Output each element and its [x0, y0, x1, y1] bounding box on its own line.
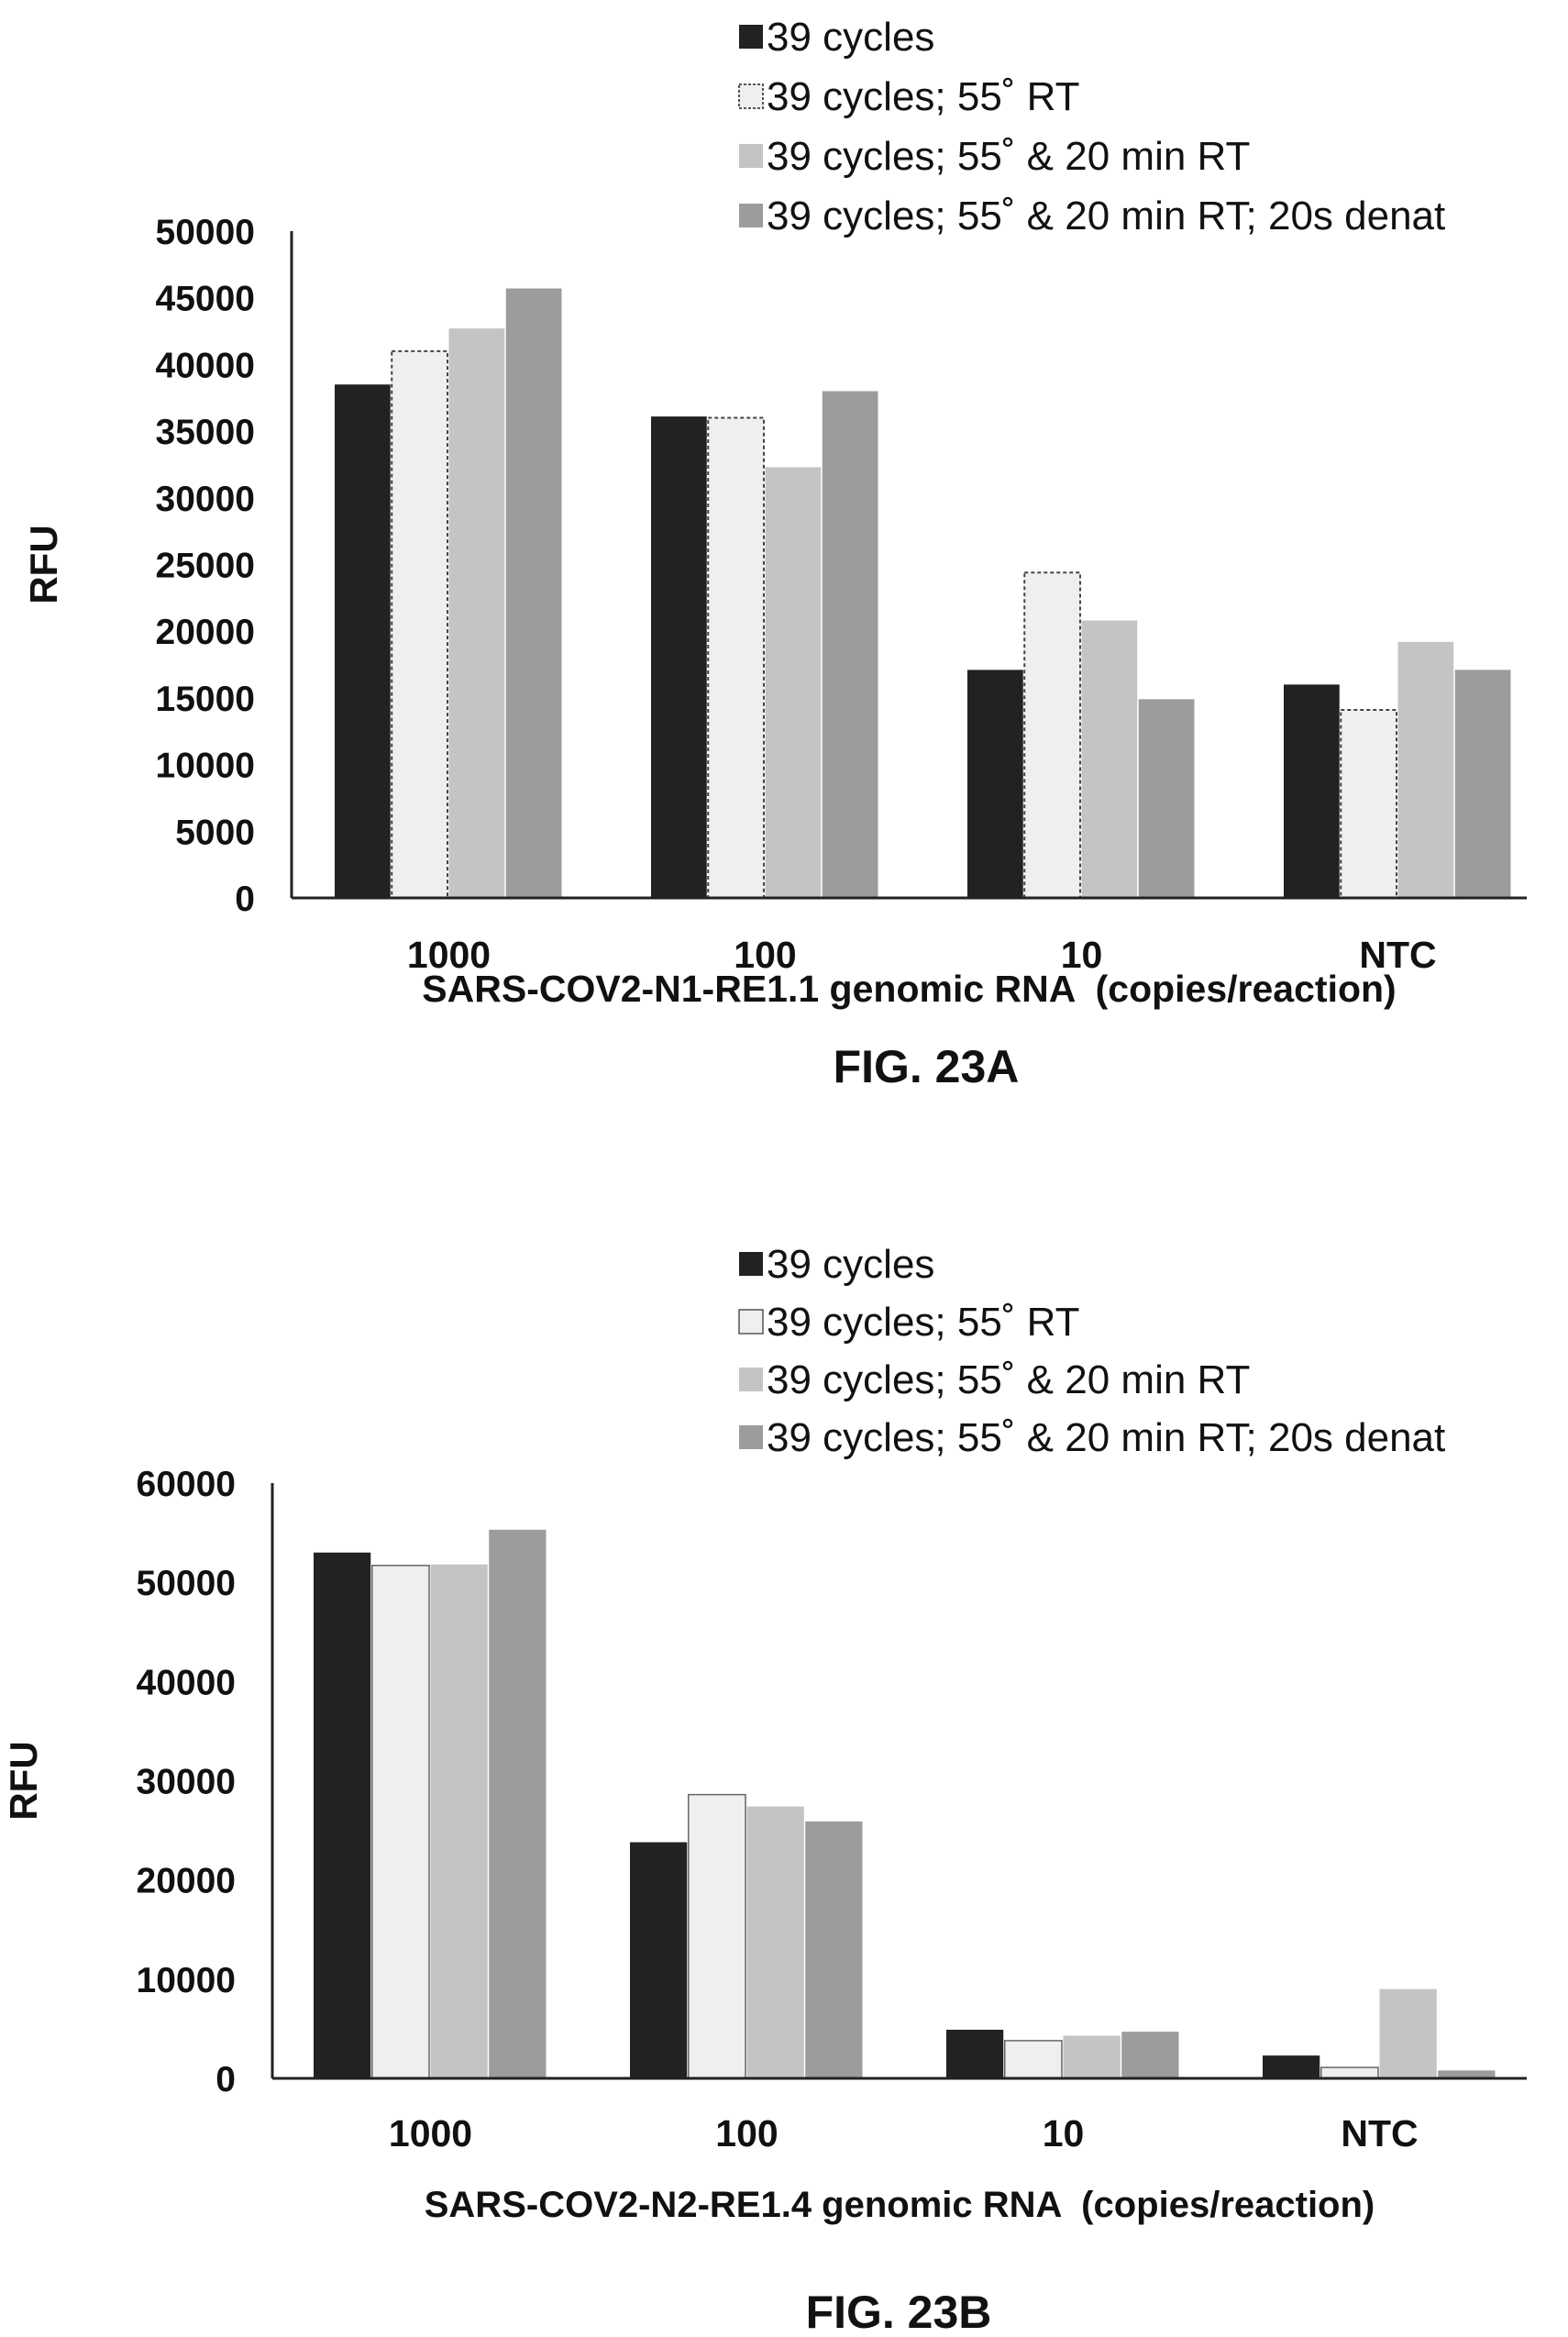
- x-axis-label: SARS-COV2-N1-RE1.1 genomic RNA (copies/r…: [422, 968, 1396, 1010]
- bar: [1263, 2055, 1320, 2078]
- y-tick-label: 10000: [156, 747, 255, 786]
- bar: [1081, 620, 1138, 898]
- x-tick-label: NTC: [1359, 934, 1436, 976]
- y-tick-label: 0: [235, 880, 255, 919]
- y-tick-label: 30000: [137, 1763, 236, 1802]
- figure-label: FIG. 23B: [806, 2287, 992, 2337]
- legend-label: 39 cycles; 55˚ & 20 min RT; 20s denat: [767, 194, 1445, 238]
- y-axis-label: RFU: [22, 525, 65, 604]
- bar: [946, 2029, 1004, 2078]
- x-tick-label: 1000: [389, 2112, 472, 2154]
- bar: [765, 467, 822, 898]
- y-tick-label: 5000: [175, 813, 255, 852]
- bar: [1397, 641, 1454, 898]
- y-tick-label: 25000: [156, 547, 255, 586]
- bar: [314, 1552, 371, 2078]
- legend-swatch: [739, 1425, 763, 1449]
- y-tick-label: 15000: [156, 680, 255, 719]
- bar: [707, 416, 765, 899]
- x-tick-label: 10: [1043, 2112, 1085, 2154]
- x-tick-label: 100: [715, 2112, 778, 2154]
- bar: [1320, 2066, 1379, 2079]
- bar: [967, 670, 1023, 898]
- y-tick-label: 40000: [156, 346, 255, 385]
- legend-label: 39 cycles: [767, 1242, 934, 1287]
- y-axis-label: RFU: [2, 1741, 45, 1820]
- y-tick-label: 35000: [156, 413, 255, 452]
- bar: [746, 1806, 804, 2078]
- bar: [805, 1821, 863, 2078]
- legend-swatch: [739, 1368, 763, 1391]
- y-tick-label: 0: [215, 2060, 236, 2099]
- legend-swatch: [739, 144, 763, 168]
- y-tick-label: 20000: [156, 613, 255, 652]
- legend-label: 39 cycles; 55˚ & 20 min RT: [767, 1357, 1250, 1402]
- bar: [448, 328, 505, 899]
- bar: [430, 1564, 488, 2078]
- bar: [1438, 2070, 1496, 2078]
- legend-swatch: [738, 1309, 764, 1335]
- y-tick-label: 40000: [137, 1663, 236, 1702]
- x-tick-label: 100: [734, 934, 796, 976]
- bar: [1138, 699, 1195, 898]
- x-tick-label: NTC: [1341, 2112, 1418, 2154]
- bar: [1023, 571, 1081, 899]
- bar: [505, 288, 562, 899]
- bar: [371, 1565, 430, 2079]
- bar: [1454, 670, 1511, 898]
- y-tick-label: 60000: [137, 1465, 236, 1504]
- y-tick-label: 50000: [137, 1564, 236, 1603]
- bar: [1340, 708, 1397, 900]
- y-tick-label: 10000: [137, 1961, 236, 2000]
- legend-label: 39 cycles; 55˚ & 20 min RT; 20s denat: [767, 1415, 1445, 1460]
- bar: [1284, 684, 1340, 898]
- legend-label: 39 cycles; 55˚ & 20 min RT: [767, 134, 1250, 179]
- legend-swatch: [739, 204, 763, 227]
- legend-label: 39 cycles; 55˚ RT: [767, 1300, 1080, 1345]
- x-tick-label: 10: [1061, 934, 1103, 976]
- bar: [822, 391, 878, 899]
- bar: [1379, 1988, 1437, 2078]
- bar: [489, 1529, 547, 2078]
- bar: [630, 1842, 688, 2078]
- legend-swatch: [738, 83, 764, 109]
- bar: [391, 349, 448, 899]
- legend-swatch: [739, 1252, 763, 1276]
- bar: [335, 384, 391, 899]
- y-tick-label: 30000: [156, 480, 255, 519]
- bar: [688, 1793, 746, 2079]
- y-tick-label: 45000: [156, 280, 255, 319]
- legend-swatch: [739, 25, 763, 49]
- bar: [1004, 2040, 1063, 2079]
- x-tick-label: 1000: [407, 934, 491, 976]
- y-tick-label: 20000: [137, 1862, 236, 1901]
- bar: [651, 416, 707, 899]
- bar: [1121, 2032, 1179, 2078]
- y-tick-label: 50000: [156, 213, 255, 252]
- figure-label: FIG. 23A: [834, 1041, 1020, 1092]
- chart-fig-23b: 39 cycles 39 cycles; 55˚ RT 39 cycles; 55˚…: [2, 1242, 1527, 2337]
- bar: [1063, 2035, 1121, 2078]
- legend-label: 39 cycles; 55˚ RT: [767, 74, 1080, 119]
- x-axis-label: SARS-COV2-N2-RE1.4 genomic RNA (copies/r…: [425, 2185, 1375, 2225]
- chart-fig-23a: 39 cycles 39 cycles; 55˚ RT 39 cycles; 55˚…: [22, 15, 1527, 1092]
- legend-label: 39 cycles: [767, 15, 934, 60]
